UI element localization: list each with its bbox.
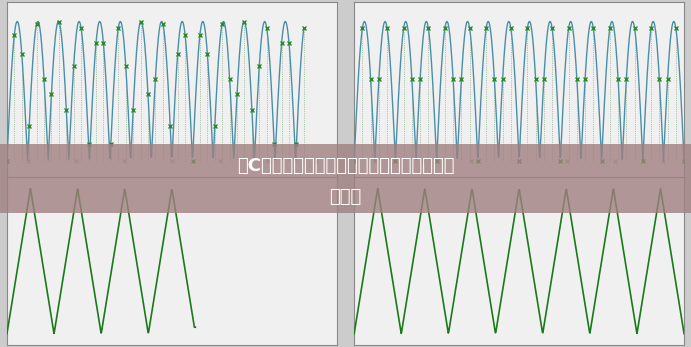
Text: 《C语言实现实时音频波形显示：原理与技巧: 《C语言实现实时音频波形显示：原理与技巧 xyxy=(237,156,454,175)
Text: 解析》: 解析》 xyxy=(330,188,361,206)
